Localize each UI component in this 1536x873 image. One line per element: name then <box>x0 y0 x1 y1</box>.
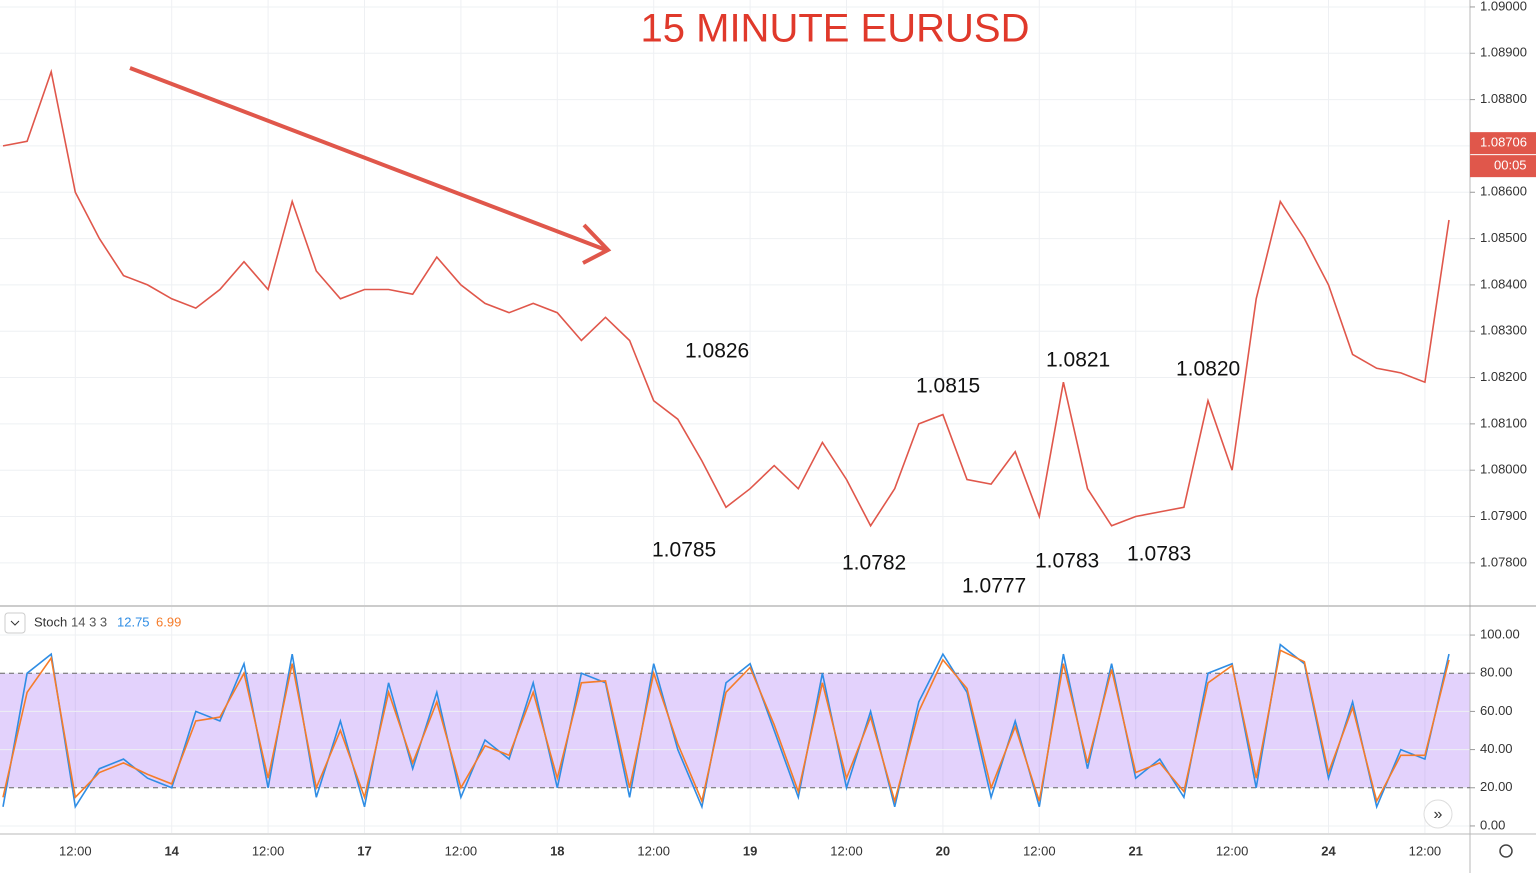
last-price-label: 1.08706 <box>1480 135 1527 150</box>
y-tick-label: 1.07900 <box>1480 508 1527 523</box>
trend-arrow <box>129 66 607 252</box>
x-tick-label: 12:00 <box>1409 843 1442 858</box>
settings-icon[interactable] <box>1499 844 1513 858</box>
x-tick-label: 12:00 <box>252 843 285 858</box>
y-tick-label: 1.08800 <box>1480 91 1527 106</box>
collapse-button[interactable] <box>4 612 26 634</box>
indicator-name: Stoch <box>34 614 67 629</box>
price-annotation: 1.0826 <box>685 340 749 363</box>
price-annotation: 1.0821 <box>1046 349 1110 372</box>
countdown-label: 00:05 <box>1494 158 1527 173</box>
price-annotation: 1.0783 <box>1035 550 1099 573</box>
stoch-band <box>0 673 1470 788</box>
scroll-icon: » <box>1434 806 1443 823</box>
y-tick-label: 1.08300 <box>1480 323 1527 338</box>
last-price-tag <box>1470 132 1536 155</box>
arrow-head <box>582 223 612 265</box>
data-line <box>2 643 1450 810</box>
x-tick-label: 17 <box>357 843 371 858</box>
x-tick-label: 12:00 <box>637 843 670 858</box>
x-tick-label: 12:00 <box>1023 843 1056 858</box>
y-tick-label: 80.00 <box>1480 665 1513 680</box>
chevron-icon <box>10 620 20 626</box>
x-tick-label: 12:00 <box>59 843 92 858</box>
chart-title: 15 MINUTE EURUSD <box>641 7 1030 51</box>
y-tick-label: 1.08900 <box>1480 45 1527 60</box>
y-tick-label: 1.08000 <box>1480 462 1527 477</box>
y-tick-label: 1.09000 <box>1480 0 1527 13</box>
x-tick-label: 14 <box>164 843 179 858</box>
y-tick-label: 100.00 <box>1480 626 1520 641</box>
price-annotation: 1.0783 <box>1127 543 1191 566</box>
x-tick-label: 12:00 <box>830 843 863 858</box>
x-tick-label: 19 <box>743 843 757 858</box>
indicator-params: 14 3 3 <box>71 614 107 629</box>
y-tick-label: 1.08100 <box>1480 415 1527 430</box>
y-tick-label: 40.00 <box>1480 741 1513 756</box>
y-tick-label: 1.08500 <box>1480 230 1527 245</box>
y-tick-label: 0.00 <box>1480 817 1505 832</box>
x-tick-label: 12:00 <box>1216 843 1249 858</box>
price-annotation: 1.0815 <box>916 375 980 398</box>
scroll-button[interactable] <box>1423 799 1453 829</box>
price-annotation: 1.0820 <box>1176 358 1240 381</box>
y-tick-label: 20.00 <box>1480 779 1513 794</box>
price-annotation: 1.0777 <box>962 575 1026 598</box>
legend-value: 6.99 <box>156 614 181 629</box>
x-tick-label: 24 <box>1321 843 1336 858</box>
y-tick-label: 1.08200 <box>1480 369 1527 384</box>
countdown-tag <box>1470 155 1536 178</box>
price-annotation: 1.0782 <box>842 552 906 575</box>
y-tick-label: 1.07800 <box>1480 554 1527 569</box>
data-line <box>2 68 1450 528</box>
x-tick-label: 20 <box>936 843 950 858</box>
y-tick-label: 60.00 <box>1480 703 1513 718</box>
x-tick-label: 12:00 <box>445 843 478 858</box>
y-tick-label: 1.08400 <box>1480 276 1527 291</box>
price-annotation: 1.0785 <box>652 539 716 562</box>
x-tick-label: 18 <box>550 843 564 858</box>
legend-value: 12.75 <box>117 614 150 629</box>
x-tick-label: 21 <box>1128 843 1142 858</box>
y-tick-label: 1.08600 <box>1480 184 1527 199</box>
data-line <box>2 649 1450 805</box>
